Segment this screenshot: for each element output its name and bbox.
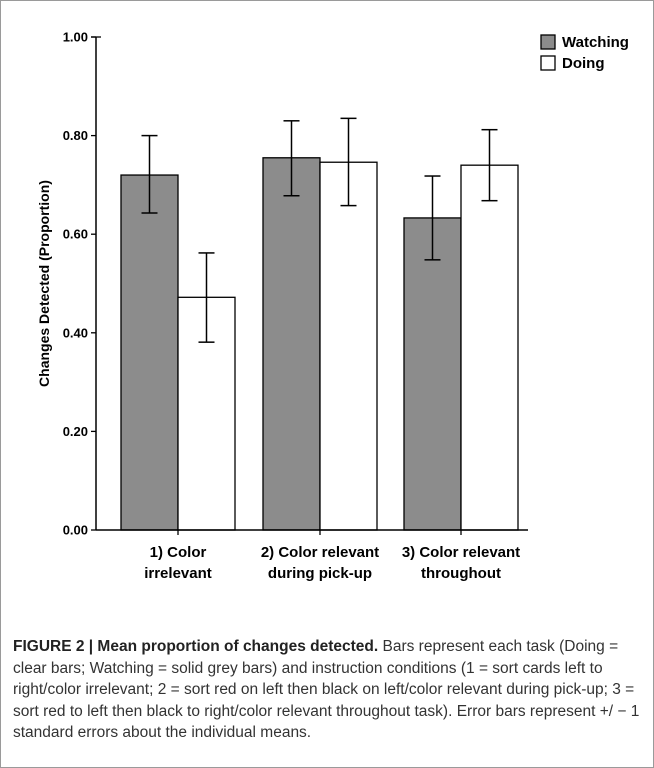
error-bar-watching-3 bbox=[424, 175, 441, 261]
error-bar-watching-1 bbox=[141, 134, 158, 214]
bar-chart: 0.00 0.20 0.40 0.60 0.80 1.00 Changes Detected… bbox=[36, 30, 629, 583]
y-tick-label: 0.00 bbox=[63, 523, 88, 538]
bar-watching-3 bbox=[403, 217, 462, 531]
bar-doing-2 bbox=[319, 161, 378, 531]
legend-label-doing: Doing bbox=[562, 55, 605, 72]
x-tick-label: throughout bbox=[421, 565, 501, 582]
x-tick-label: 1) Color bbox=[150, 544, 207, 561]
bar-doing-3 bbox=[460, 164, 519, 531]
legend-label-watching: Watching bbox=[562, 34, 629, 51]
error-bar-doing-2 bbox=[340, 117, 357, 207]
x-tick-label: 3) Color relevant bbox=[402, 544, 520, 561]
y-tick-label: 0.40 bbox=[63, 325, 88, 340]
y-axis-label: Changes Detected (Proportion) bbox=[36, 180, 52, 387]
bar-watching-2 bbox=[262, 157, 321, 531]
caption-body: Bars represent each task (Doing = clear … bbox=[13, 638, 640, 741]
error-bar-watching-2 bbox=[283, 120, 300, 197]
legend-swatch-doing bbox=[540, 55, 556, 71]
x-tick-label: during pick-up bbox=[268, 565, 372, 582]
y-tick-label: 0.20 bbox=[63, 424, 88, 439]
caption-title: FIGURE 2 | Mean proportion of changes de… bbox=[13, 638, 379, 655]
y-tick-label: 0.80 bbox=[63, 128, 88, 143]
x-tick-label: irrelevant bbox=[144, 565, 212, 582]
legend-swatch-watching bbox=[540, 34, 556, 50]
x-tick-label: 2) Color relevant bbox=[261, 544, 379, 561]
bar-watching-1 bbox=[120, 174, 179, 531]
y-tick-label: 1.00 bbox=[63, 30, 88, 45]
error-bar-doing-3 bbox=[481, 128, 498, 202]
error-bar-doing-1 bbox=[198, 252, 215, 343]
figure-caption: FIGURE 2 | Mean proportion of changes de… bbox=[13, 636, 645, 744]
y-tick-label: 0.60 bbox=[63, 227, 88, 242]
